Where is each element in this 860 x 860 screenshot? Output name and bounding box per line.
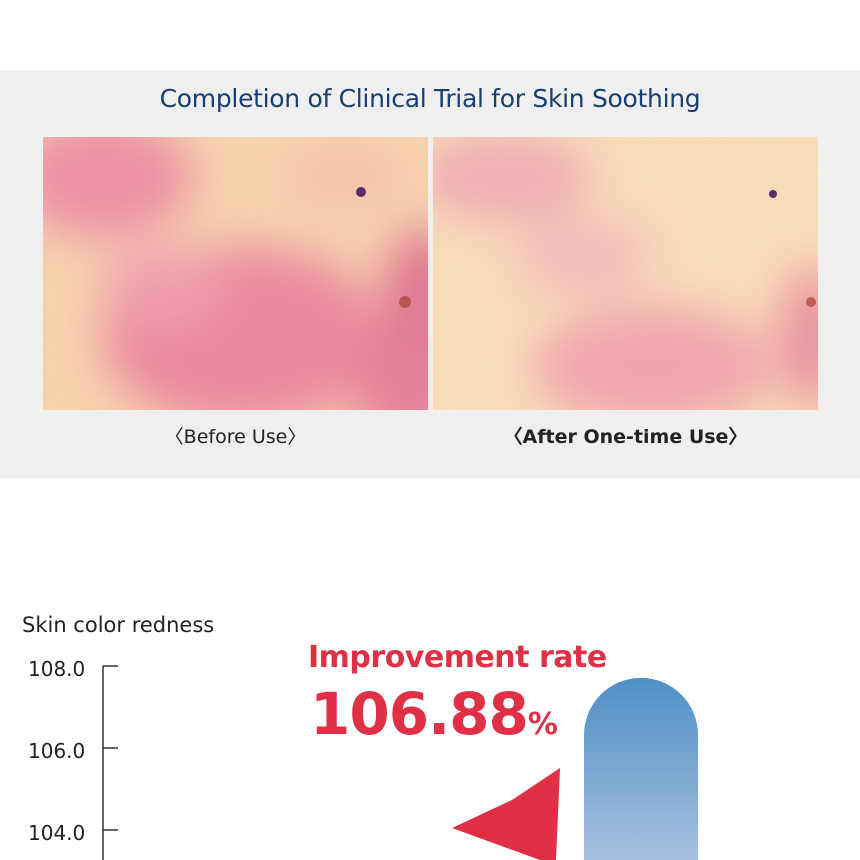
after-use-caption: 〈After One-time Use〉 (503, 426, 748, 448)
y-axis-title: Skin color redness (22, 613, 215, 637)
y-tick-label-104: 104.0 (28, 821, 86, 845)
improvement-rate-value: 106.88% (310, 680, 558, 748)
improvement-rate-unit: % (527, 707, 558, 742)
y-tick-label-106: 106.0 (28, 739, 86, 763)
bar-after-use (584, 677, 698, 860)
before-use-photo (43, 137, 428, 410)
improvement-rate-number: 106.88 (310, 680, 529, 748)
before-use-caption: 〈Before Use〉 (164, 426, 307, 448)
improvement-rate-label: Improvement rate (308, 640, 607, 675)
clinical-trial-panel: Completion of Clinical Trial for Skin So… (0, 70, 860, 478)
trend-arrow-icon (452, 768, 560, 860)
trial-title: Completion of Clinical Trial for Skin So… (159, 84, 701, 113)
y-tick-label-108: 108.0 (28, 657, 86, 681)
after-use-photo (433, 137, 818, 410)
